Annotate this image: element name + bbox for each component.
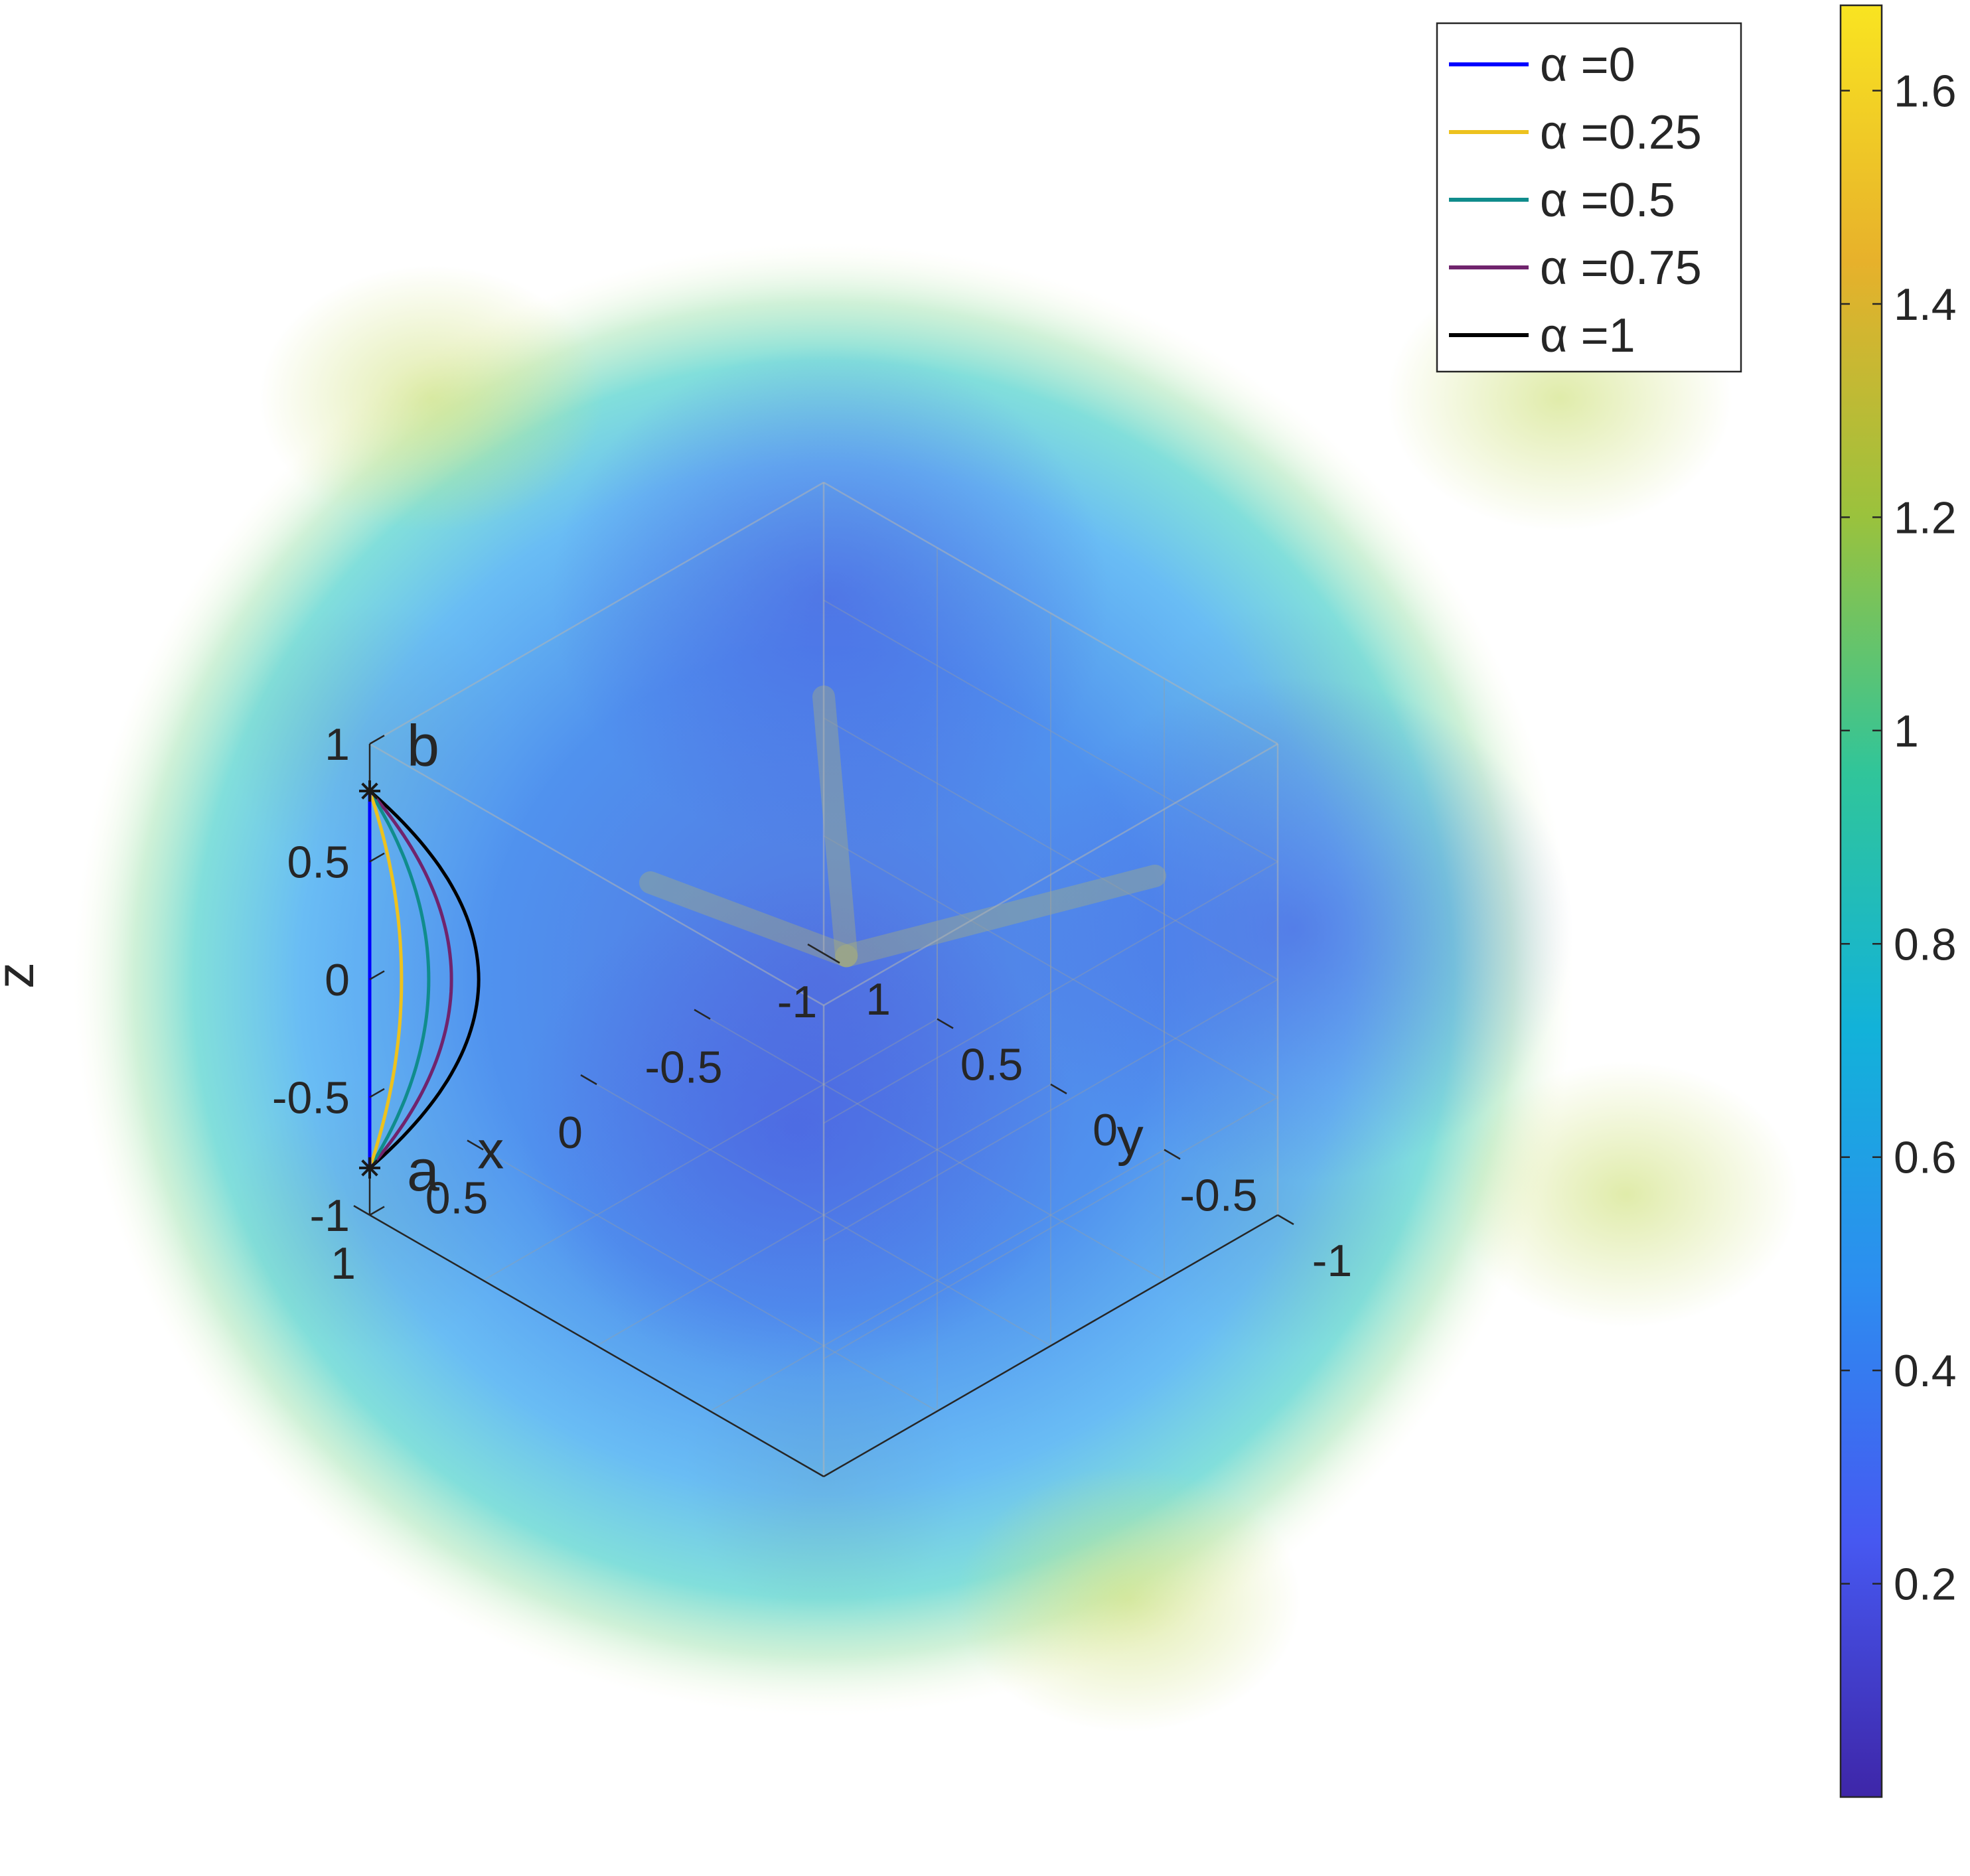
grid-floor-b xyxy=(710,1149,1165,1412)
colorbar-tick-label: 0.2 xyxy=(1894,1559,1957,1610)
z-tick-label: 0.5 xyxy=(287,837,350,888)
legend-entry-label: α =0.25 xyxy=(1540,106,1702,159)
z-tick-mark xyxy=(369,735,385,745)
axis-line-x xyxy=(369,1214,824,1478)
y-tick-label: 0 xyxy=(1093,1105,1118,1155)
y-tick-mark xyxy=(1164,1149,1181,1160)
legend-entry-label: α =0.75 xyxy=(1540,242,1702,295)
x-tick-mark xyxy=(580,1074,597,1086)
y-tick-mark xyxy=(823,952,840,964)
point-marker-b xyxy=(359,780,380,802)
legend: α =0 α =0.25 α =0.5 α =0.75 α =1 xyxy=(1436,22,1742,373)
volume-green-glow-0 xyxy=(956,1467,1301,1732)
grid-back-y-horiz xyxy=(823,979,1278,1242)
y-tick-mark xyxy=(1050,1083,1067,1095)
z-axis-label: z xyxy=(0,962,44,989)
volume-deep-region-1 xyxy=(551,345,1108,849)
box-edge-5 xyxy=(369,481,824,745)
z-tick-mark xyxy=(369,1088,385,1098)
y-axis-label: y xyxy=(1117,1108,1144,1167)
point-marker-a xyxy=(359,1157,380,1179)
z-tick-mark xyxy=(369,970,385,981)
x-tick-label: 0.5 xyxy=(425,1173,489,1224)
colorbar-tick-label: 0.6 xyxy=(1894,1133,1957,1183)
grid-floor-b xyxy=(483,1018,938,1281)
colorbar-tick-label: 0.4 xyxy=(1894,1346,1957,1396)
colorbar-tick-label: 1.2 xyxy=(1894,492,1957,543)
volume-seam-2 xyxy=(835,865,1166,968)
x-tick-mark xyxy=(807,943,824,955)
volume-green-glow-1 xyxy=(1454,1062,1799,1327)
curves-layer xyxy=(359,780,481,1179)
legend-entry-label: α =0 xyxy=(1540,38,1635,92)
box-edge-6 xyxy=(369,743,824,1007)
y-tick-mark xyxy=(1277,1214,1294,1226)
volume-seam-1 xyxy=(639,871,858,968)
tick-labels: -1-0.500.51-1-0.500.51 -1-0.500.51 xyxy=(272,719,1352,1289)
z-tick-mark xyxy=(369,852,385,863)
x-axis-label: x xyxy=(477,1120,504,1179)
legend-entry-label: α =1 xyxy=(1540,309,1635,362)
colorbar-tick-label: 1.4 xyxy=(1894,279,1957,330)
colorbar-tick-label: 0.8 xyxy=(1894,919,1957,970)
volume-deep-region-0 xyxy=(518,876,1075,1380)
curve-alpha-0_75 xyxy=(368,790,453,1169)
curve-alpha-1 xyxy=(368,790,481,1169)
x-tick-label: -1 xyxy=(777,977,817,1027)
axis-line-y xyxy=(823,1214,1278,1478)
z-tick-label: 0 xyxy=(325,955,350,1005)
y-tick-label: 1 xyxy=(866,974,891,1025)
colorbar: 0.2 0.4 0.6 0.8 1 1.2 1.4 1.6 xyxy=(1839,4,1957,1798)
y-tick-label: -1 xyxy=(1312,1236,1352,1286)
x-tick-label: 0 xyxy=(558,1108,583,1158)
volume-green-glow-3 xyxy=(259,265,604,531)
grid-floor-a xyxy=(483,1149,938,1412)
volume-deep-region-2 xyxy=(1016,677,1573,1181)
x-tick-mark xyxy=(467,1139,484,1151)
curve-alpha-0_25 xyxy=(368,790,404,1169)
legend-box xyxy=(1436,22,1742,373)
y-tick-label: 0.5 xyxy=(960,1040,1023,1090)
curve-alpha-0_5 xyxy=(368,790,431,1169)
colorbar-tick-label: 1 xyxy=(1894,706,1919,757)
x-tick-label: -0.5 xyxy=(644,1043,722,1093)
x-tick-label: 1 xyxy=(331,1238,356,1289)
colorbar-tick-label: 1.6 xyxy=(1894,66,1957,117)
z-tick-mark xyxy=(369,1206,385,1216)
grid-back-y-horiz xyxy=(823,1096,1278,1360)
grid-back-x-horiz xyxy=(823,717,1278,980)
y-tick-mark xyxy=(937,1018,954,1029)
y-tick-label: -0.5 xyxy=(1179,1171,1257,1221)
legend-entry-label: α =0.5 xyxy=(1540,174,1675,227)
x-tick-mark xyxy=(694,1009,711,1020)
grid-back-y-horiz xyxy=(823,861,1278,1124)
z-tick-label: -1 xyxy=(310,1191,350,1241)
point-label-a: a xyxy=(407,1137,439,1203)
grid-back-x-horiz xyxy=(823,599,1278,863)
grid-floor-a xyxy=(710,1018,1165,1281)
point-label-b: b xyxy=(407,713,439,778)
x-tick-mark xyxy=(353,1204,370,1216)
grid-back-x-horiz xyxy=(823,835,1278,1098)
box-edge-2 xyxy=(823,743,1278,1007)
colorbar-scale xyxy=(1839,4,1883,1798)
box-edge-1 xyxy=(823,481,1278,745)
z-tick-label: -0.5 xyxy=(272,1073,350,1123)
volume-seam-0 xyxy=(812,685,858,968)
z-tick-label: 1 xyxy=(325,719,350,770)
